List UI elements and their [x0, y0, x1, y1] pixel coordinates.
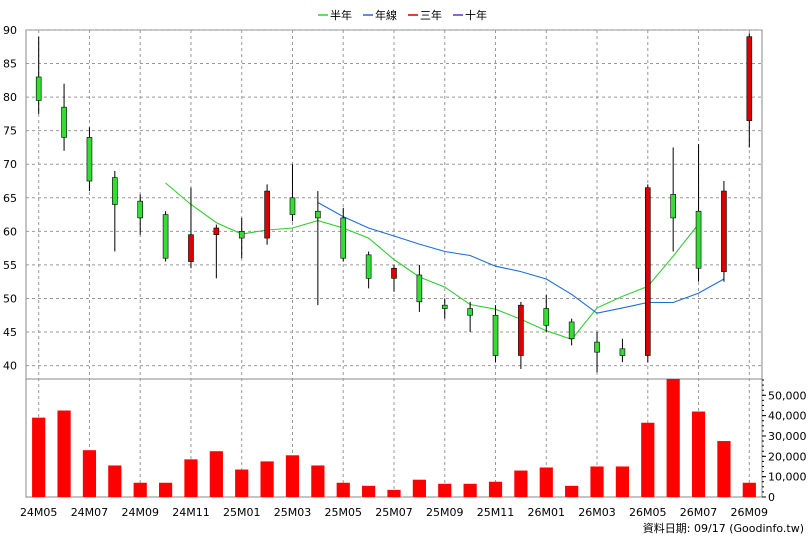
volume-tick-label: 0	[768, 491, 775, 504]
candle-body	[492, 314, 499, 356]
candle-body	[721, 190, 727, 272]
x-tick-label: 24M09	[121, 506, 159, 519]
volume-tick-label: 30,000	[768, 430, 807, 443]
volume-bar	[184, 459, 198, 497]
x-tick-label: 25M03	[274, 506, 312, 519]
candle-body	[594, 341, 600, 353]
price-tick-label: 80	[3, 91, 17, 104]
candle-body	[441, 304, 448, 309]
candle-body	[416, 274, 423, 303]
volume-bar	[133, 482, 147, 497]
legend-label: 半年	[330, 8, 352, 22]
volume-tick-label: 50,000	[768, 389, 807, 402]
candle-body	[213, 227, 220, 236]
volume-bar	[615, 466, 630, 497]
candle-body	[86, 137, 93, 182]
price-tick-label: 60	[3, 225, 17, 238]
legend-label: 年線	[375, 8, 397, 22]
volume-bar	[82, 450, 97, 497]
candle-body	[644, 187, 651, 356]
volume-bar	[641, 422, 655, 497]
volume-bar	[108, 465, 122, 497]
legend-label: 十年	[465, 8, 487, 22]
footer-source: 資料日期: 09/17 (Goodinfo.tw)	[642, 522, 804, 535]
price-tick-label: 85	[3, 58, 17, 71]
volume-bar	[488, 481, 503, 497]
candle-body	[568, 321, 575, 340]
volume-tick-label: 10,000	[768, 471, 807, 484]
volume-bar	[285, 455, 300, 497]
price-tick-label: 75	[3, 125, 17, 138]
volume-bar	[412, 479, 426, 497]
x-tick-label: 26M05	[629, 506, 667, 519]
volume-bar	[209, 451, 223, 497]
price-tick-label: 70	[3, 158, 17, 171]
x-tick-label: 25M07	[375, 506, 413, 519]
price-tick-label: 45	[3, 326, 17, 339]
x-tick-label: 24M11	[172, 506, 210, 519]
volume-bar	[539, 467, 553, 497]
volume-tick-label: 20,000	[768, 450, 807, 463]
x-tick-label: 26M03	[578, 506, 616, 519]
volume-bar	[387, 489, 401, 497]
x-tick-label: 24M05	[20, 506, 58, 519]
volume-bar	[158, 482, 173, 497]
volume-tick-label: 40,000	[768, 410, 807, 423]
volume-bar	[438, 483, 452, 497]
volume-bar	[463, 483, 477, 497]
ma-line-半年	[165, 182, 700, 341]
volume-bar	[260, 461, 274, 497]
candle-body	[112, 177, 118, 205]
candle-body	[289, 197, 296, 215]
candle-body	[746, 36, 753, 121]
volume-bar	[235, 469, 249, 497]
candle-body	[467, 308, 473, 316]
candle-body	[137, 200, 144, 219]
price-tick-label: 90	[3, 24, 17, 37]
candle-body	[162, 214, 169, 259]
volume-bar	[32, 417, 46, 497]
x-tick-label: 25M01	[223, 506, 261, 519]
candle-body	[188, 234, 194, 262]
candle-body	[340, 217, 347, 259]
price-tick-label: 65	[3, 192, 17, 205]
candle-body	[670, 194, 676, 219]
x-tick-label: 26M01	[528, 506, 566, 519]
price-tick-label: 50	[3, 292, 17, 305]
volume-bar	[565, 485, 579, 497]
x-tick-label: 26M09	[731, 506, 769, 519]
legend-label: 三年	[420, 8, 442, 22]
candle-body	[315, 210, 321, 219]
volume-bar	[590, 466, 604, 497]
candle-body	[518, 304, 524, 356]
volume-bar	[514, 470, 528, 497]
volume-bar	[691, 411, 706, 497]
volume-bar	[362, 485, 376, 497]
volume-bar	[57, 410, 71, 497]
x-tick-label: 25M09	[426, 506, 464, 519]
volume-bar	[336, 482, 350, 497]
candle-body	[264, 190, 270, 239]
candle-body	[619, 348, 626, 356]
x-tick-label: 25M05	[324, 506, 362, 519]
x-tick-label: 24M07	[71, 506, 109, 519]
candle-body	[61, 106, 67, 138]
price-tick-label: 55	[3, 259, 17, 272]
volume-bar	[311, 465, 325, 497]
candle-body	[35, 76, 42, 101]
candle-body	[543, 308, 550, 326]
candle-body	[238, 231, 245, 239]
ma-line-年線	[317, 202, 725, 314]
candle-body	[695, 210, 702, 269]
x-tick-label: 25M11	[477, 506, 515, 519]
price-tick-label: 40	[3, 360, 17, 373]
volume-bar	[666, 379, 680, 497]
candle-body	[391, 267, 397, 279]
x-tick-label: 26M07	[680, 506, 718, 519]
candle-body	[365, 254, 372, 279]
volume-bar	[717, 441, 731, 497]
volume-bar	[742, 482, 756, 497]
